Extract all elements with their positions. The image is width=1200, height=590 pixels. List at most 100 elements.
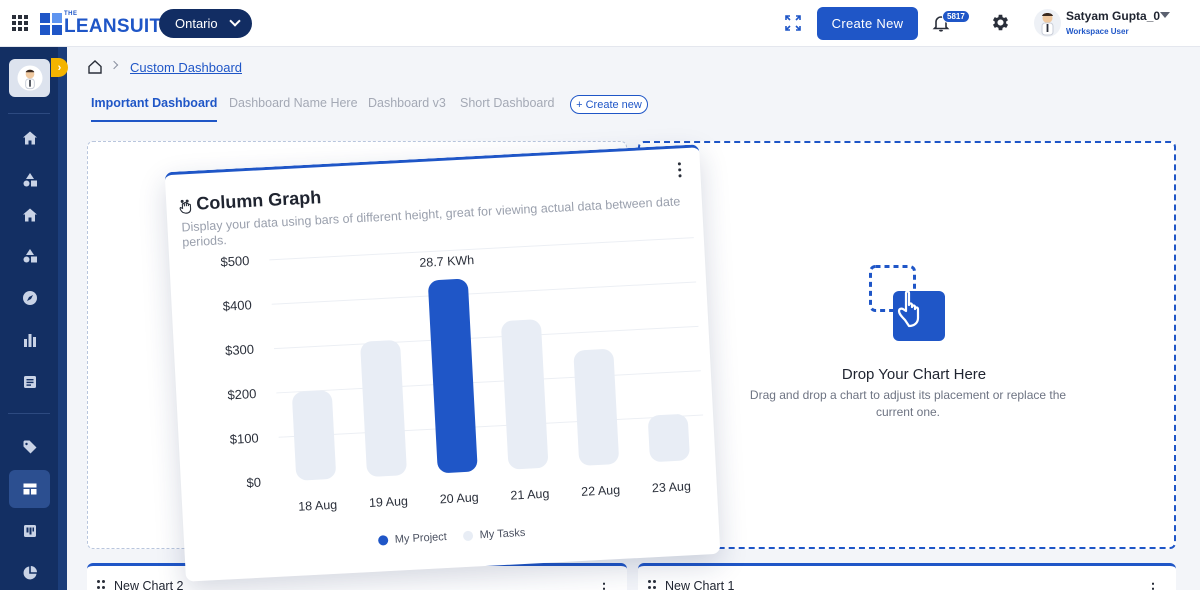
- chevron-right-icon: ›: [57, 61, 62, 74]
- tag-icon: [23, 440, 36, 454]
- logo-mark-icon: [40, 12, 62, 35]
- more-options-icon[interactable]: ⋮: [597, 580, 611, 590]
- tab-dashboard-v3[interactable]: Dashboard v3: [368, 96, 446, 110]
- tab-short-dashboard[interactable]: Short Dashboard: [460, 96, 555, 110]
- drag-handle-icon[interactable]: [97, 580, 107, 590]
- drag-handle-icon[interactable]: [648, 580, 658, 590]
- chart-card-title: New Chart 2: [114, 579, 184, 590]
- logo-small-text: THE: [64, 11, 78, 17]
- chevron-down-icon: [229, 15, 241, 27]
- y-tick-label: $100: [229, 430, 259, 446]
- x-tick-label: 22 Aug: [581, 483, 621, 499]
- column-chart: $0 $100 $200 $300 $400 $500 18 Aug 19 Aug 20 Aug…: [220, 237, 704, 514]
- sidebar-item-dashboard[interactable]: [9, 470, 50, 508]
- user-name[interactable]: Satyam Gupta_0: [1066, 9, 1161, 23]
- gridline: [278, 414, 704, 438]
- bar: [573, 349, 619, 466]
- sidebar-item-explore[interactable]: [9, 279, 50, 317]
- apps-grid-icon[interactable]: [12, 15, 28, 31]
- shapes-icon: [23, 249, 37, 263]
- bar: [648, 414, 690, 462]
- sidebar-item-tags[interactable]: [9, 428, 50, 466]
- fullscreen-icon[interactable]: [785, 15, 801, 31]
- home-icon: [22, 131, 37, 145]
- sidebar-avatar[interactable]: [9, 59, 50, 97]
- legend-item[interactable]: My Project: [377, 531, 448, 547]
- shapes-icon: [23, 173, 37, 187]
- home-icon: [22, 208, 37, 222]
- create-new-button[interactable]: Create New: [817, 7, 918, 40]
- gridline: [276, 370, 701, 394]
- notification-badge: 5817: [942, 10, 970, 23]
- user-role: Workspace User: [1066, 27, 1129, 36]
- top-bar: THE LEANSUITE Ontario Create New 5817 Sa…: [0, 0, 1200, 47]
- drop-zone-title: Drop Your Chart Here: [841, 366, 987, 383]
- gridline: [271, 281, 697, 305]
- board-icon: [23, 525, 36, 537]
- bar: [428, 278, 478, 473]
- logo[interactable]: THE LEANSUITE: [40, 11, 174, 36]
- bar-chart-icon: [23, 334, 36, 347]
- y-tick-label: $500: [220, 253, 250, 269]
- bar: [360, 340, 407, 477]
- drop-zone-description: Drag and drop a chart to adjust its plac…: [749, 388, 1067, 419]
- chart-card-new-chart-1[interactable]: New Chart 1 ⋮: [638, 563, 1176, 590]
- sidebar: [0, 47, 58, 590]
- sidebar-item-home-2[interactable]: [9, 196, 50, 234]
- gridline: [273, 325, 699, 350]
- more-options-icon[interactable]: [677, 162, 683, 180]
- user-avatar[interactable]: [1034, 9, 1061, 37]
- pie-chart-icon: [23, 566, 37, 580]
- sidebar-item-shapes-2[interactable]: [9, 237, 50, 275]
- create-new-tab-button[interactable]: + Create new: [570, 95, 648, 114]
- breadcrumb-current[interactable]: Custom Dashboard: [130, 60, 242, 75]
- x-tick-label: 18 Aug: [298, 498, 338, 514]
- region-selector[interactable]: Ontario: [159, 9, 252, 38]
- logo-name: LEANSUITE: [64, 16, 175, 37]
- sidebar-item-analytics[interactable]: [9, 321, 50, 359]
- grab-hand-icon[interactable]: [178, 198, 195, 215]
- bar: [292, 390, 336, 481]
- region-label: Ontario: [175, 16, 218, 31]
- chart-title: Column Graph: [195, 187, 322, 214]
- data-label: 28.7 KWh: [419, 253, 475, 270]
- bar: [501, 319, 548, 470]
- drop-zone[interactable]: [638, 141, 1176, 549]
- legend-label: My Tasks: [479, 526, 526, 542]
- y-tick-label: $300: [225, 342, 255, 358]
- y-tick-label: $0: [246, 475, 261, 491]
- document-icon: [23, 376, 36, 388]
- compass-icon: [22, 291, 37, 305]
- more-options-icon[interactable]: ⋮: [1146, 580, 1160, 590]
- x-tick-label: 19 Aug: [369, 494, 409, 510]
- legend-label: My Project: [394, 531, 448, 546]
- sidebar-edge: [58, 47, 67, 590]
- legend-swatch: [462, 530, 473, 542]
- drag-drop-icon: [869, 265, 945, 341]
- legend-item[interactable]: My Tasks: [462, 526, 526, 542]
- home-breadcrumb-icon[interactable]: [87, 59, 103, 75]
- gridline: [269, 237, 694, 261]
- chart-card-title: New Chart 1: [665, 579, 735, 590]
- x-tick-label: 23 Aug: [652, 479, 692, 495]
- sidebar-divider: [8, 113, 50, 114]
- x-tick-label: 20 Aug: [439, 490, 479, 506]
- sidebar-item-home[interactable]: [9, 119, 50, 157]
- tab-important-dashboard[interactable]: Important Dashboard: [91, 92, 218, 122]
- sidebar-item-board[interactable]: [9, 512, 50, 550]
- dragged-chart-card[interactable]: Column Graph Display your data using bar…: [164, 144, 721, 582]
- sidebar-item-reports[interactable]: [9, 363, 50, 401]
- gear-icon[interactable]: [990, 12, 1011, 33]
- legend-swatch: [377, 535, 389, 546]
- y-tick-label: $400: [222, 297, 252, 313]
- x-tick-label: 21 Aug: [510, 487, 550, 503]
- caret-down-icon[interactable]: [1160, 12, 1170, 18]
- dashboard-icon: [23, 483, 36, 495]
- sidebar-divider: [8, 413, 50, 414]
- chevron-right-icon: [109, 60, 119, 70]
- y-tick-label: $200: [227, 386, 257, 402]
- sidebar-item-shapes[interactable]: [9, 161, 50, 199]
- sidebar-expand-toggle[interactable]: ›: [51, 58, 68, 77]
- tab-dashboard-name-here[interactable]: Dashboard Name Here: [229, 96, 358, 110]
- sidebar-item-pie[interactable]: [9, 554, 50, 590]
